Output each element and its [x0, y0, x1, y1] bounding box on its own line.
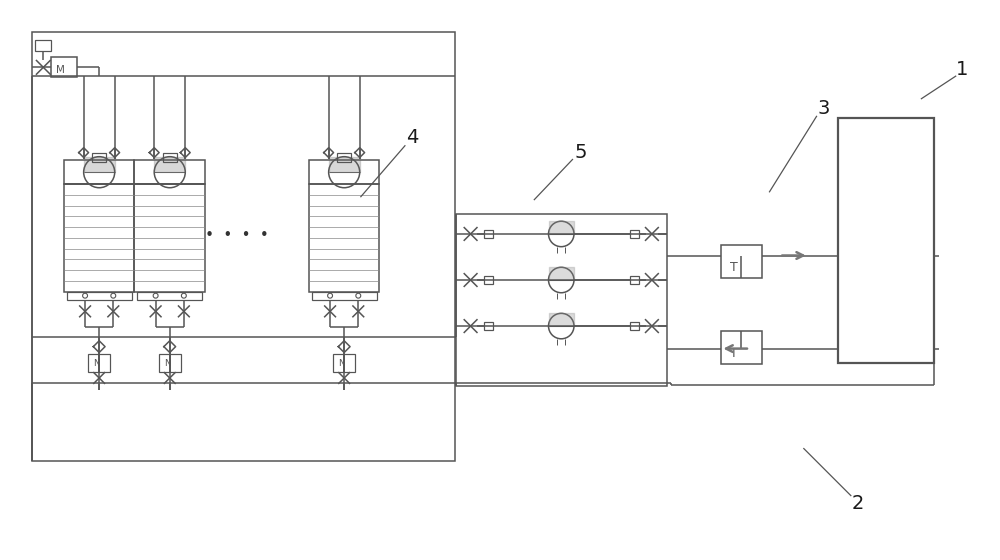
Bar — [720, 245, 762, 278]
Bar — [92, 152, 106, 162]
Bar — [333, 354, 355, 372]
Bar — [88, 354, 110, 372]
Bar — [137, 292, 202, 300]
Text: 3: 3 — [817, 99, 830, 118]
Text: M: M — [56, 65, 65, 75]
Text: N: N — [338, 360, 345, 368]
Bar — [64, 160, 134, 184]
Bar — [337, 152, 351, 162]
Text: 4: 4 — [406, 128, 418, 147]
Bar — [35, 40, 51, 51]
Bar — [720, 331, 762, 365]
Bar — [67, 292, 132, 300]
Bar — [484, 321, 493, 330]
Text: 5: 5 — [574, 143, 587, 162]
Bar — [64, 184, 134, 292]
Text: 2: 2 — [852, 494, 864, 513]
Bar — [309, 184, 379, 292]
Text: • • • •: • • • • — [205, 228, 269, 244]
Text: N: N — [164, 360, 171, 368]
Bar — [630, 321, 639, 330]
Bar — [32, 32, 455, 461]
Text: 1: 1 — [956, 60, 969, 79]
Bar — [630, 230, 639, 239]
Bar — [312, 292, 377, 300]
Bar — [484, 230, 493, 239]
Bar — [159, 354, 181, 372]
Bar — [163, 152, 177, 162]
Bar — [838, 118, 934, 363]
Bar — [456, 214, 667, 386]
Bar — [134, 160, 205, 184]
Bar — [484, 276, 493, 284]
Bar — [134, 184, 205, 292]
Bar — [51, 57, 77, 77]
Text: T: T — [730, 347, 738, 361]
Bar — [309, 160, 379, 184]
Text: N: N — [93, 360, 100, 368]
Bar — [630, 276, 639, 284]
Text: T: T — [730, 261, 738, 274]
